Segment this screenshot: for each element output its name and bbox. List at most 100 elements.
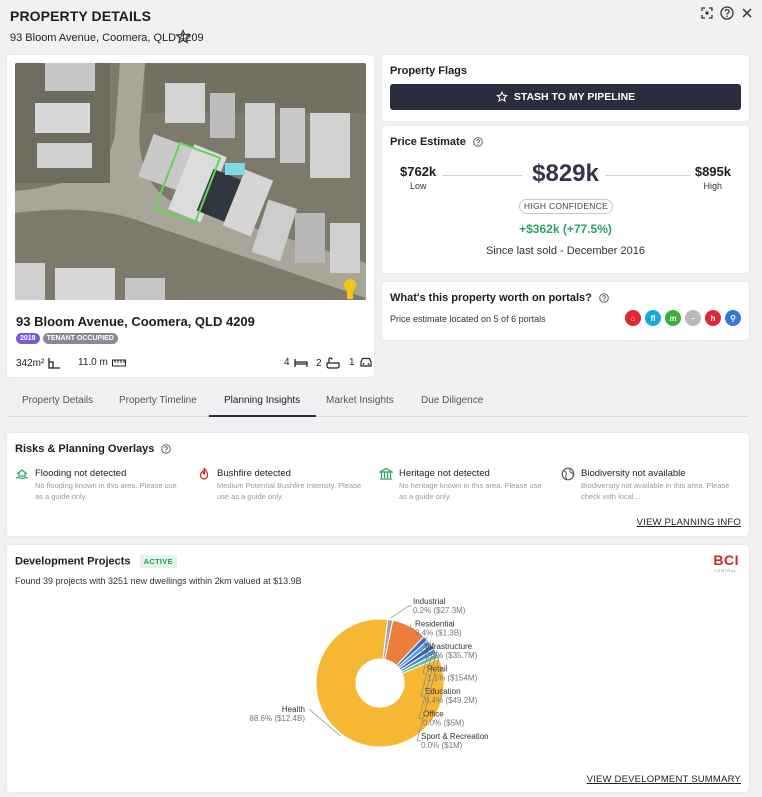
globe-icon [561, 467, 575, 481]
slice-label: Industrial [413, 597, 446, 606]
leader-line [416, 654, 441, 742]
expand-icon[interactable] [700, 6, 714, 20]
status-badge: ACTIVE [139, 555, 177, 568]
close-icon[interactable] [740, 6, 754, 20]
stash-to-pipeline-button[interactable]: STASH TO MY PIPELINE [390, 84, 741, 110]
price-estimate-title: Price Estimate [390, 136, 466, 148]
land-area-icon [48, 358, 61, 369]
leader-line [422, 640, 432, 674]
page-title: PROPERTY DETAILS [10, 8, 152, 24]
bath-icon [325, 357, 340, 369]
slice-value-label: 0.4% ($49.2M) [425, 696, 478, 705]
property-address: 93 Bloom Avenue, Coomera, QLD 4209 [16, 314, 255, 329]
slice-label: Education [425, 687, 461, 696]
property-flags-card: Property Flags STASH TO MY PIPELINE [382, 55, 749, 121]
car-icon [359, 357, 372, 367]
bci-logo: BCI [713, 552, 739, 568]
slice-value-label: 0.0% ($5M) [423, 719, 465, 728]
help-icon[interactable] [473, 137, 483, 147]
active-tab-indicator [209, 415, 316, 417]
slice-value-label: 0.3% ($35.7M) [425, 651, 478, 660]
slice-value-label: 0.0% ($1M) [421, 741, 463, 750]
property-card: 93 Bloom Avenue, Coomera, QLD 4209 2018 … [7, 55, 374, 377]
h-portal-icon[interactable]: h [705, 310, 721, 326]
range-line-right [605, 175, 690, 176]
ruler-icon [111, 359, 126, 366]
price-gain: +$362k (+77.5%) [519, 222, 612, 236]
beds-value: 4 [284, 357, 290, 368]
property-attributes: 342m² 11.0 m 4 2 1 [16, 355, 372, 371]
price-estimate-value: $829k [532, 160, 599, 187]
tab-property-details[interactable]: Property Details [22, 395, 94, 406]
heritage-icon [379, 467, 393, 480]
flood-icon [15, 469, 29, 480]
blue-portal-icon[interactable]: ⚲ [725, 310, 741, 326]
portals-subtitle: Price estimate located on 5 of 6 portals [390, 314, 546, 324]
leader-line [308, 708, 341, 736]
tab-property-timeline[interactable]: Property Timeline [119, 395, 197, 406]
leader-line [420, 636, 428, 652]
tab-due-diligence[interactable]: Due Diligence [421, 395, 484, 406]
slice-label: Sport & Recreation [421, 732, 489, 741]
bci-logo-sub: CENTRAL [714, 568, 737, 573]
slice-label: Residential [415, 620, 455, 629]
grey-portal-icon[interactable]: – [685, 310, 701, 326]
stash-label: STASH TO MY PIPELINE [513, 91, 636, 103]
leader-line [410, 624, 414, 629]
help-icon[interactable] [599, 293, 609, 303]
tab-market-insights[interactable]: Market Insights [326, 395, 394, 406]
risks-title: Risks & Planning Overlays [15, 443, 155, 455]
since-last-sold: Since last sold - December 2016 [486, 245, 645, 257]
risk-desc: Biodiversity not available in this area.… [581, 481, 730, 501]
view-planning-info-link[interactable]: VIEW PLANNING INFO [636, 517, 741, 528]
development-card: Industrial 0.2% ($27.3M) Residential 9.4% (… [7, 545, 749, 792]
leader-line [420, 645, 435, 697]
flatmates-portal-icon[interactable]: fl [645, 310, 661, 326]
price-low-label: Low [410, 181, 427, 191]
slice-value-label: 0.2% ($27.3M) [413, 606, 466, 615]
slice-label: Health [282, 705, 305, 714]
slice-label: Office [423, 710, 444, 719]
portals-card: What's this property worth on portals? P… [382, 282, 749, 340]
risk-title: Bushfire detected [217, 468, 291, 479]
confidence-badge: HIGH CONFIDENCE [519, 199, 613, 214]
price-low-value: $762k [400, 164, 437, 179]
aerial-map[interactable] [15, 63, 366, 300]
price-high-label: High [703, 181, 722, 191]
risk-title: Heritage not detected [399, 468, 490, 479]
range-line-left [442, 175, 522, 176]
m-portal-icon[interactable]: m [665, 310, 681, 326]
slice-health[interactable] [315, 618, 445, 748]
panel-header: PROPERTY DETAILS 93 Bloom Avenue, Coomer… [0, 0, 762, 52]
header-address: 93 Bloom Avenue, Coomera, QLD 4209 [10, 32, 204, 44]
fire-icon [199, 467, 209, 480]
portals-title: What's this property worth on portals? [390, 292, 592, 304]
home-portal-icon[interactable]: ⌂ [625, 310, 641, 326]
baths-value: 2 [316, 357, 322, 369]
portal-icon-list: ⌂ fl m – h ⚲ [625, 310, 741, 326]
risk-desc: No heritage known in this area. Please u… [399, 481, 542, 501]
risk-desc: No flooding known in this area. Please u… [35, 481, 177, 501]
risk-title: Biodiversity not available [581, 468, 686, 479]
property-flags-title: Property Flags [390, 65, 468, 77]
view-development-summary-link[interactable]: VIEW DEVELOPMENT SUMMARY [586, 774, 741, 785]
development-summary: Found 39 projects with 3251 new dwelling… [15, 576, 302, 586]
price-estimate-card: Price Estimate $762k Low $829k $895k Hig… [382, 126, 749, 273]
risk-desc: Medium Potential Bushfire Intensity. Ple… [217, 481, 362, 501]
frontage-value: 11.0 m [78, 357, 108, 368]
occupancy-badge: TENANT OCCUPIED [42, 333, 118, 344]
help-icon[interactable] [720, 6, 734, 20]
favourite-star-icon[interactable] [175, 29, 191, 45]
leader-line [418, 649, 438, 719]
leader-line [390, 605, 412, 619]
slice-label: Retail [427, 665, 448, 674]
star-icon [495, 91, 508, 103]
slice-label: Infrastructure [425, 642, 473, 651]
risk-title: Flooding not detected [35, 468, 127, 479]
help-icon[interactable] [161, 444, 172, 454]
development-title: Development Projects [15, 555, 131, 568]
tab-planning-insights[interactable]: Planning Insights [224, 395, 301, 406]
slice-value-label: 9.4% ($1.3B) [415, 629, 462, 638]
price-high-value: $895k [694, 164, 731, 179]
